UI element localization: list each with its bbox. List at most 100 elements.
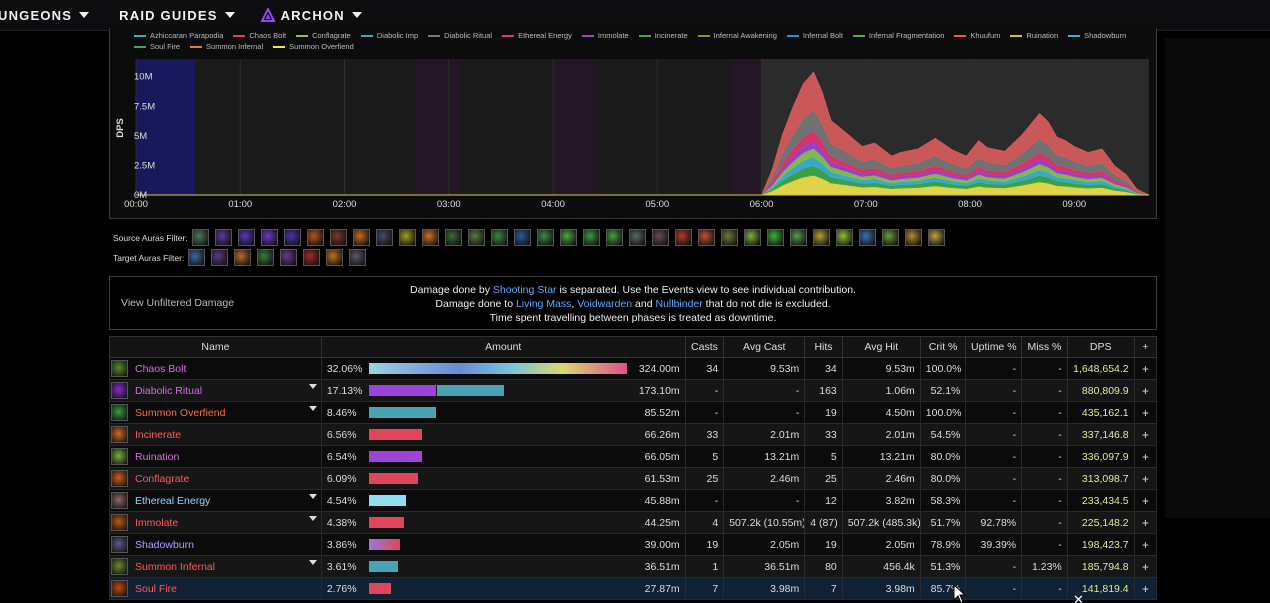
expand-row-button[interactable]: + [1133, 467, 1158, 490]
door-icon[interactable] [651, 229, 669, 246]
fel-swirl-icon[interactable] [559, 229, 577, 246]
shooting-star-link[interactable]: Shooting Star [492, 284, 557, 296]
void-icon-1[interactable] [237, 229, 255, 246]
table-row[interactable]: Summon Infernal 3.61% 36.51m 1 36.51m 80 456.4… [109, 555, 1158, 578]
legend-item[interactable]: Chaos Bolt [233, 30, 286, 41]
expand-row-button[interactable]: + [1133, 533, 1158, 556]
legend-item[interactable]: Soul Fire [134, 41, 180, 52]
red-claw-icon[interactable] [674, 229, 692, 246]
spell-name-link[interactable]: Ruination [135, 450, 180, 463]
spell-name-link[interactable]: Summon Infernal [135, 560, 215, 573]
nav-dungeons[interactable]: UNGEONS [0, 8, 90, 23]
spell-name-link[interactable]: Chaos Bolt [135, 362, 187, 375]
spell-name-link[interactable]: Diabolic Ritual [135, 384, 203, 397]
table-row[interactable]: Shadowburn 3.86% 39.00m 19 2.05m 19 2.05m 78.9%… [109, 533, 1158, 556]
header-crit[interactable]: Crit % [919, 336, 967, 358]
legend-item[interactable]: Infernal Fragmentation [852, 30, 944, 41]
legend-item[interactable]: Diabolic Imp [360, 30, 418, 41]
green-spear-icon[interactable] [766, 229, 784, 246]
spell-name-link[interactable]: Shadowburn [135, 538, 194, 551]
purple-rune-icon[interactable] [214, 229, 232, 246]
close-icon[interactable]: ✕ [1073, 592, 1084, 603]
expand-row-button[interactable]: + [1133, 555, 1158, 578]
fel-arrow-icon[interactable] [881, 229, 899, 246]
voidwarden-link[interactable]: Voidwarden [577, 298, 633, 310]
lime-bolt-icon[interactable] [835, 229, 853, 246]
header-dps[interactable]: DPS [1066, 336, 1135, 358]
legend-item[interactable]: Summon Infernal [190, 41, 263, 52]
orange-bolt-icon[interactable] [352, 229, 370, 246]
table-row[interactable]: Chaos Bolt 32.06% 324.00m 34 9.53m 34 9.53m 100… [109, 357, 1158, 380]
expand-row-button[interactable]: + [1133, 445, 1158, 468]
red-burst-icon[interactable] [303, 249, 321, 266]
chevron-down-icon[interactable] [308, 494, 317, 499]
table-row[interactable]: Diabolic Ritual 17.13% 173.10m - -163 1.06m 52… [109, 379, 1158, 402]
spell-name-link[interactable]: Ethereal Energy [135, 494, 211, 507]
view-unfiltered-damage-link[interactable]: View Unfiltered Damage [121, 297, 235, 309]
header-expand-all[interactable]: + [1133, 336, 1158, 358]
table-row[interactable]: Ethereal Energy 4.54% 45.88m - -12 3.82m 58.3%… [109, 489, 1158, 512]
void-icon-3[interactable] [283, 229, 301, 246]
legend-item[interactable]: Ethereal Energy [502, 30, 572, 41]
expand-row-button[interactable]: + [1133, 489, 1158, 512]
gold-rune-icon[interactable] [904, 229, 922, 246]
fel-icon[interactable] [490, 229, 508, 246]
green-arrow-icon[interactable] [257, 249, 275, 266]
nav-archon[interactable]: ARCHON [260, 8, 362, 23]
legend-item[interactable]: Infernal Awakening [697, 30, 777, 41]
green-ring-icon[interactable] [536, 229, 554, 246]
helm-icon[interactable] [720, 229, 738, 246]
legend-item[interactable]: Shadowburn [1068, 30, 1126, 41]
header-miss[interactable]: Miss % [1021, 336, 1068, 358]
chevron-down-icon[interactable] [308, 384, 317, 389]
spell-name-link[interactable]: Summon Overfiend [135, 406, 226, 419]
grey-bolt-icon[interactable] [349, 249, 367, 266]
table-row[interactable]: Ruination 6.54% 66.05m 5 13.21m 5 13.21m 80.0% -… [109, 445, 1158, 468]
nav-raid-guides[interactable]: RAID GUIDES [119, 8, 235, 23]
table-row[interactable]: Conflagrate 6.09% 61.53m 25 2.46m 25 2.46m 80.0… [109, 467, 1158, 490]
legend-item[interactable]: Azhiccaran Parapodia [134, 30, 223, 41]
green-claw-icon[interactable] [582, 229, 600, 246]
header-amount[interactable]: Amount [320, 336, 686, 358]
skull-icon[interactable] [628, 229, 646, 246]
legend-item[interactable]: Conflagrate [296, 30, 351, 41]
green-blade-icon[interactable] [743, 229, 761, 246]
chevron-down-icon[interactable] [308, 406, 317, 411]
legend-item[interactable]: Immolate [581, 30, 629, 41]
shield-icon[interactable] [513, 229, 531, 246]
table-row[interactable]: Immolate 4.38% 44.25m 4 507.2k (10.55m) 4 (87… [109, 511, 1158, 534]
spell-name-link[interactable]: Immolate [135, 516, 179, 529]
chevron-down-icon[interactable] [308, 560, 317, 565]
fire-slash-icon[interactable] [697, 229, 715, 246]
plant-icon[interactable] [467, 229, 485, 246]
expand-row-button[interactable]: + [1133, 577, 1158, 600]
legend-item[interactable]: Ruination [1010, 30, 1058, 41]
living-mass-link[interactable]: Living Mass [515, 298, 572, 310]
void-icon-2[interactable] [260, 229, 278, 246]
flame-spiral-icon[interactable] [326, 249, 344, 266]
table-row[interactable]: Incinerate 6.56% 66.26m 33 2.01m 33 2.01m 54.5%… [109, 423, 1158, 446]
spell-name-link[interactable]: Incinerate [135, 428, 182, 441]
legend-item[interactable]: Diabolic Ritual [428, 30, 492, 41]
header-avg-cast[interactable]: Avg Cast [723, 336, 806, 358]
blue-cross-icon[interactable] [858, 229, 876, 246]
expand-row-button[interactable]: + [1133, 511, 1158, 534]
eye-icon[interactable] [398, 229, 416, 246]
warlock-icon[interactable] [375, 229, 393, 246]
expand-row-button[interactable]: + [1133, 379, 1158, 402]
chevron-down-icon[interactable] [308, 516, 317, 521]
nullbinder-link[interactable]: Nullbinder [655, 298, 703, 310]
expand-row-button[interactable]: + [1133, 357, 1158, 380]
water-icon[interactable] [188, 249, 206, 266]
spell-name-link[interactable]: Conflagrate [135, 472, 190, 485]
spell-name-link[interactable]: Soul Fire [135, 582, 178, 595]
green-rune-icon[interactable] [191, 229, 209, 246]
table-row[interactable]: Soul Fire 2.76% 27.87m 7 3.98m 7 3.98m 85.7% - -1… [109, 577, 1158, 600]
expand-row-button[interactable]: + [1133, 423, 1158, 446]
header-uptime[interactable]: Uptime % [965, 336, 1023, 358]
green-burst-icon[interactable] [605, 229, 623, 246]
demon-icon[interactable] [329, 229, 347, 246]
header-casts[interactable]: Casts [684, 336, 725, 358]
fire-claw-icon[interactable] [306, 229, 324, 246]
shadow-rune-icon[interactable] [280, 249, 298, 266]
